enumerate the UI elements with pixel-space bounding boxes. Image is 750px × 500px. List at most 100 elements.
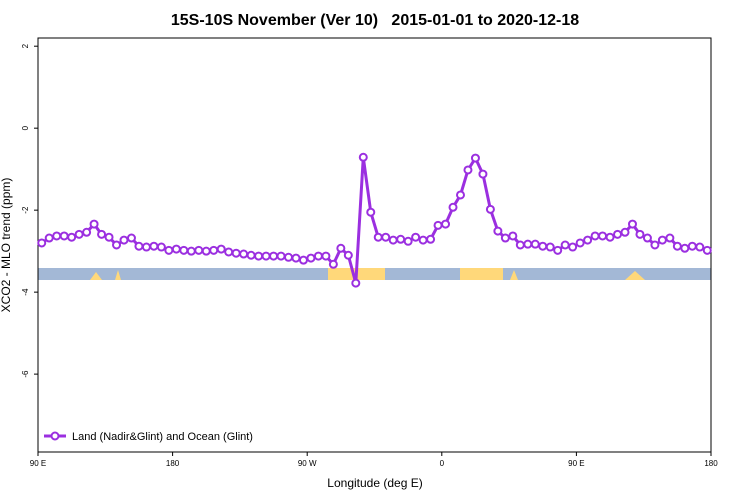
data-point xyxy=(418,235,428,245)
data-point xyxy=(149,241,159,251)
data-point xyxy=(598,231,608,241)
data-point xyxy=(74,229,84,239)
data-point xyxy=(306,253,316,263)
data-point xyxy=(441,219,451,229)
data-point xyxy=(373,232,383,242)
data-point xyxy=(321,251,331,261)
data-point xyxy=(515,240,525,250)
data-point xyxy=(89,219,99,229)
data-point xyxy=(455,190,465,200)
data-point xyxy=(298,255,308,265)
data-point xyxy=(209,245,219,255)
data-point xyxy=(635,229,645,239)
data-point xyxy=(351,278,361,288)
data-point xyxy=(523,239,533,249)
y-tick-label: -4 xyxy=(21,288,30,296)
data-point xyxy=(620,227,630,237)
data-point xyxy=(583,235,593,245)
data-point xyxy=(328,259,338,269)
data-point xyxy=(44,233,54,243)
data-point xyxy=(500,233,510,243)
data-point xyxy=(590,231,600,241)
data-point xyxy=(141,242,151,252)
data-point xyxy=(568,242,578,252)
data-point xyxy=(112,240,122,250)
data-point xyxy=(553,245,563,255)
y-tick-label: -6 xyxy=(21,370,30,378)
data-point xyxy=(179,245,189,255)
data-point xyxy=(52,231,62,241)
data-point xyxy=(665,233,675,243)
data-point xyxy=(687,241,697,251)
data-point xyxy=(231,248,241,258)
x-tick-label: 90 W xyxy=(298,459,317,468)
data-point xyxy=(485,204,495,214)
data-point xyxy=(37,238,47,248)
data-point xyxy=(366,207,376,217)
data-point xyxy=(605,232,615,242)
x-tick-label: 180 xyxy=(166,459,180,468)
data-point xyxy=(448,202,458,212)
data-point xyxy=(134,241,144,251)
data-point xyxy=(575,238,585,248)
data-point xyxy=(463,165,473,175)
data-point xyxy=(560,240,570,250)
x-tick-label: 0 xyxy=(440,459,445,468)
y-tick-label: 2 xyxy=(21,43,30,48)
data-point xyxy=(313,251,323,261)
legend-label: Land (Nadir&Glint) and Ocean (Glint) xyxy=(72,431,253,443)
data-point xyxy=(642,233,652,243)
data-point xyxy=(171,244,181,254)
data-point xyxy=(381,232,391,242)
data-point xyxy=(426,234,436,244)
data-point xyxy=(67,232,77,242)
data-point xyxy=(246,250,256,260)
data-point xyxy=(702,245,712,255)
data-point xyxy=(82,227,92,237)
data-point xyxy=(186,246,196,256)
y-tick-label: -2 xyxy=(21,206,30,214)
data-point xyxy=(493,226,503,236)
data-point xyxy=(411,232,421,242)
data-point xyxy=(613,229,623,239)
data-point xyxy=(396,234,406,244)
x-tick-label: 90 E xyxy=(568,459,584,468)
data-point xyxy=(261,251,271,261)
data-point xyxy=(201,246,211,256)
data-point xyxy=(126,233,136,243)
data-point xyxy=(164,245,174,255)
data-point xyxy=(276,251,286,261)
data-point xyxy=(530,239,540,249)
data-point xyxy=(284,252,294,262)
data-point xyxy=(194,245,204,255)
data-point xyxy=(433,220,443,230)
data-line xyxy=(40,154,708,284)
x-tick-label: 180 xyxy=(704,459,718,468)
data-point xyxy=(403,236,413,246)
data-point xyxy=(291,253,301,263)
data-point xyxy=(650,240,660,250)
data-point xyxy=(508,231,518,241)
data-point xyxy=(254,251,264,261)
y-axis-label: XCO2 - MLO trend (ppm) xyxy=(0,178,13,313)
data-point xyxy=(478,169,488,179)
data-point xyxy=(216,244,226,254)
data-point xyxy=(97,229,107,239)
x-tick-label: 90 E xyxy=(30,459,46,468)
data-point xyxy=(680,243,690,253)
chart-title: 15S-10S November (Ver 10) 2015-01-01 to … xyxy=(171,12,579,29)
data-point xyxy=(119,235,129,245)
surface-band xyxy=(38,268,711,280)
data-point xyxy=(358,152,368,162)
data-point xyxy=(343,250,353,260)
data-point xyxy=(545,242,555,252)
data-point xyxy=(657,235,667,245)
data-point xyxy=(239,249,249,259)
legend-marker xyxy=(50,431,60,441)
data-point xyxy=(695,242,705,252)
data-point xyxy=(627,219,637,229)
data-point xyxy=(388,235,398,245)
data-point xyxy=(156,242,166,252)
